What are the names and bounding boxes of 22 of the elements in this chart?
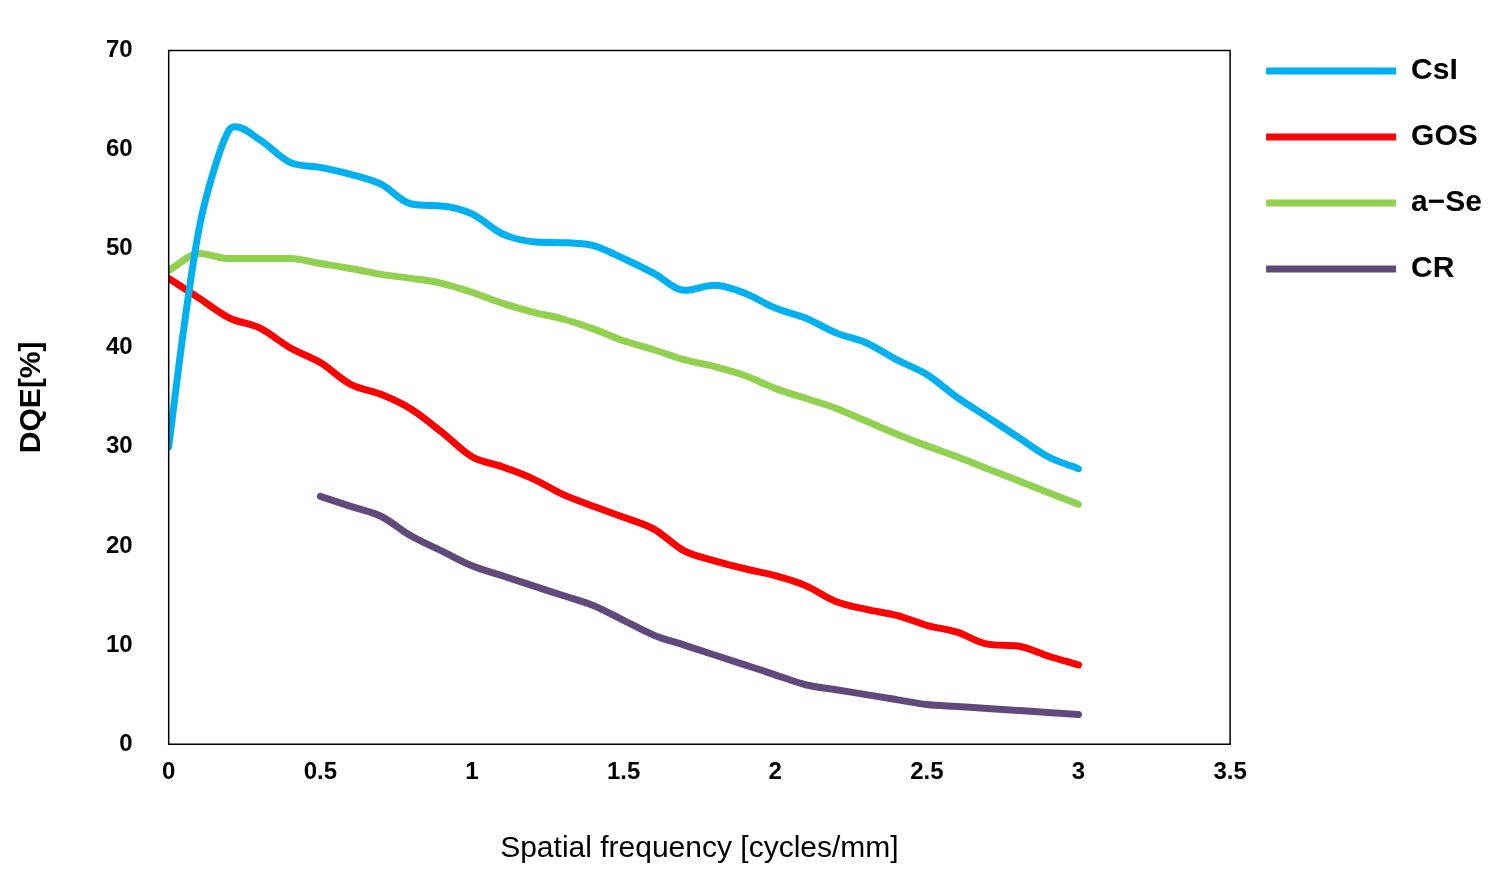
x-tick-label: 0 [162,757,176,785]
y-tick-label: 70 [105,35,133,63]
x-tick-label: 0.5 [303,757,338,785]
y-tick-label: 0 [119,728,133,756]
x-tick-label: 2 [768,757,782,785]
y-tick-label: 40 [105,332,133,360]
legend-label: CsI [1411,52,1458,86]
x-tick-label: 1 [465,757,479,785]
y-tick-label: 50 [105,233,133,261]
y-tick-label: 30 [105,431,133,459]
y-tick-label: 20 [105,530,133,558]
y-tick-label: 60 [105,134,133,162]
x-tick-label: 3.5 [1213,757,1247,785]
y-tick-label: 10 [105,629,133,657]
legend-label: GOS [1411,118,1478,152]
legend-label: a−Se [1411,184,1483,218]
x-tick-label: 2.5 [910,757,944,785]
x-tick-label: 3 [1071,757,1086,785]
x-tick-label: 1.5 [606,757,641,785]
y-axis-title: DQE[%] [13,341,47,454]
x-axis-title: Spatial frequency [cycles/mm] [500,830,899,864]
legend-label: CR [1411,250,1455,284]
